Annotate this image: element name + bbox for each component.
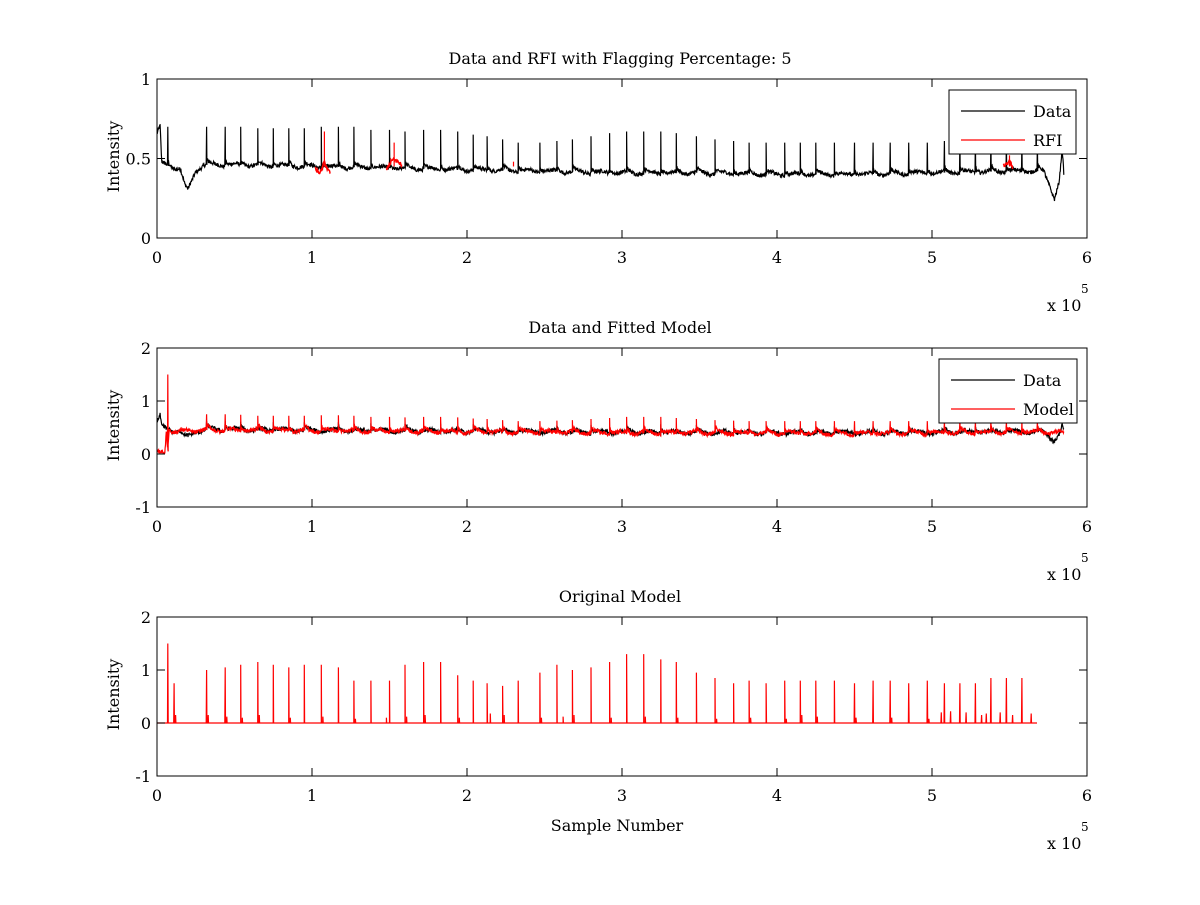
chart-title: Data and RFI with Flagging Percentage: 5 xyxy=(448,49,791,68)
y-axis-label: Intensity xyxy=(104,121,123,193)
x-axis-label: Sample Number xyxy=(551,816,684,835)
y-tick-label: 1 xyxy=(141,70,151,89)
x-tick-label: 1 xyxy=(307,248,317,267)
x-tick-label: 0 xyxy=(152,786,162,805)
legend-label-rfi: RFI xyxy=(1033,131,1062,150)
legend-label-data: Data xyxy=(1023,371,1062,390)
x-exponent-label: x 10 xyxy=(1047,296,1081,315)
series-rfi-line xyxy=(314,131,1014,175)
plot-area xyxy=(157,123,1065,202)
x-tick-label: 6 xyxy=(1082,517,1092,536)
rfi-segment xyxy=(314,160,331,175)
y-tick-label: 0 xyxy=(141,229,151,248)
plot-area xyxy=(157,643,1037,724)
axes-box xyxy=(156,616,1088,777)
y-axis-label: Intensity xyxy=(104,659,123,731)
x-tick-label: 0 xyxy=(152,517,162,536)
x-tick-label: 4 xyxy=(772,517,782,536)
x-tick-label: 1 xyxy=(307,786,317,805)
legend: Data RFI xyxy=(948,89,1077,155)
y-tick-label: 1 xyxy=(141,392,151,411)
x-exponent-power: 5 xyxy=(1081,820,1089,834)
x-tick-label: 4 xyxy=(772,248,782,267)
x-exponent-label: x 10 xyxy=(1047,565,1081,584)
series-path xyxy=(157,374,1065,455)
x-tick-label: 2 xyxy=(462,517,472,536)
x-tick-label: 3 xyxy=(617,248,627,267)
legend-label-model: Model xyxy=(1023,400,1074,419)
legend-box xyxy=(938,358,1078,424)
x-exponent-power: 5 xyxy=(1081,551,1089,565)
x-tick-label: 4 xyxy=(772,786,782,805)
x-tick-label: 3 xyxy=(617,517,627,536)
series-path xyxy=(157,123,1065,202)
x-tick-label: 1 xyxy=(307,517,317,536)
chart-title: Original Model xyxy=(559,587,681,606)
y-tick-label: -1 xyxy=(135,767,151,786)
x-tick-label: 0 xyxy=(152,248,162,267)
series-model-line xyxy=(157,374,1065,455)
x-tick-label: 2 xyxy=(462,786,472,805)
x-tick-label: 5 xyxy=(927,248,937,267)
series-data-line xyxy=(157,123,1065,202)
x-tick-label: 6 xyxy=(1082,786,1092,805)
y-tick-label: 1 xyxy=(141,661,151,680)
y-tick-label: 0 xyxy=(141,714,151,733)
x-exponent-power: 5 xyxy=(1081,282,1089,296)
x-tick-label: 6 xyxy=(1082,248,1092,267)
x-tick-label: 5 xyxy=(927,517,937,536)
legend: Data Model xyxy=(938,358,1078,424)
rfi-segment xyxy=(1002,158,1014,170)
plot-area xyxy=(157,374,1065,455)
series-path xyxy=(157,643,1037,724)
x-tick-label: 2 xyxy=(462,248,472,267)
x-exponent-label: x 10 xyxy=(1047,834,1081,853)
chart-title: Data and Fitted Model xyxy=(528,318,711,337)
axes-box xyxy=(156,78,1088,239)
y-tick-label: 2 xyxy=(141,608,151,627)
y-tick-label: 2 xyxy=(141,339,151,358)
y-tick-label: 0 xyxy=(141,445,151,464)
series-model-line xyxy=(157,643,1037,724)
x-tick-label: 3 xyxy=(617,786,627,805)
y-tick-label: -1 xyxy=(135,498,151,517)
legend-box xyxy=(948,89,1077,155)
x-tick-label: 5 xyxy=(927,786,937,805)
y-axis-label: Intensity xyxy=(104,390,123,462)
legend-label-data: Data xyxy=(1033,102,1072,121)
y-tick-label: 0.5 xyxy=(126,150,151,169)
